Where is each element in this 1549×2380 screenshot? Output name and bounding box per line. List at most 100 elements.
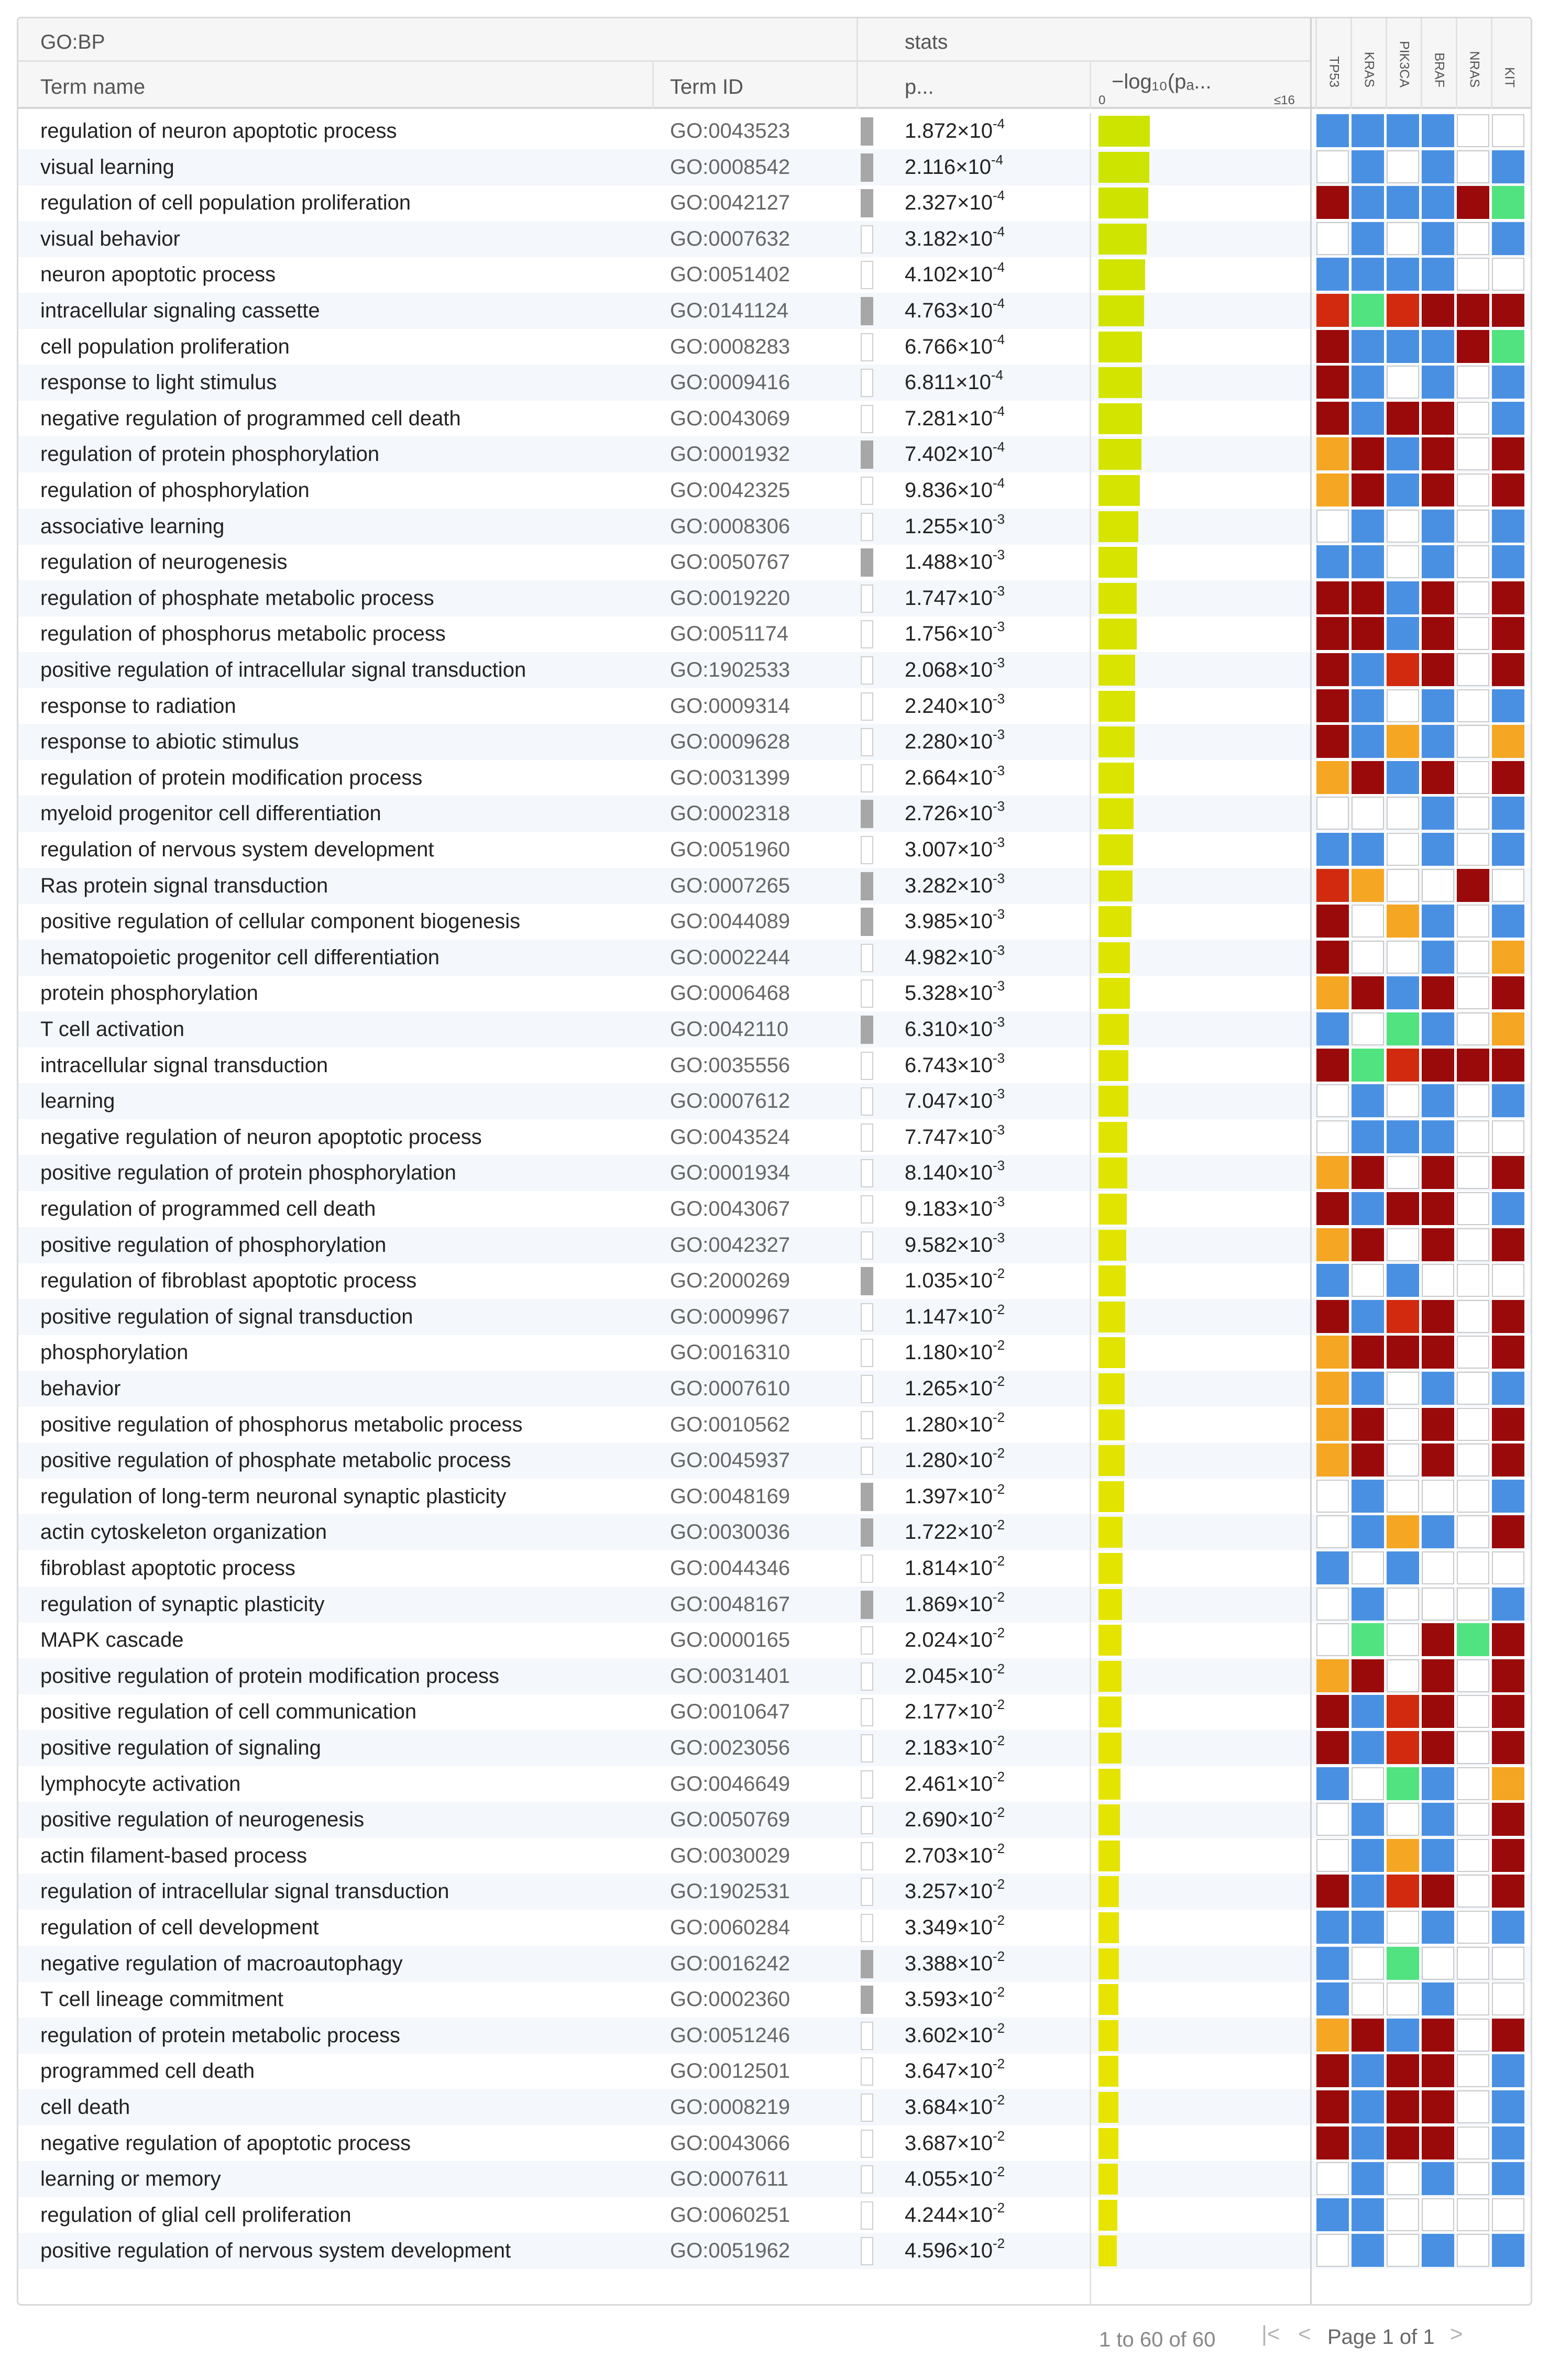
gene-hit-cell-kit[interactable] <box>1492 2126 1524 2159</box>
gene-hit-cell-nras[interactable] <box>1457 1192 1489 1225</box>
term-id[interactable]: GO:0012501 <box>670 2059 790 2083</box>
gene-hit-cell-pik3ca[interactable] <box>1387 1299 1419 1333</box>
term-id[interactable]: GO:0044346 <box>670 1557 790 1580</box>
gene-hit-cell-nras[interactable] <box>1457 905 1489 938</box>
gene-hit-cell-kit[interactable] <box>1492 1551 1524 1584</box>
term-id[interactable]: GO:0060251 <box>670 2203 790 2227</box>
gene-hit-cell-kras[interactable] <box>1352 366 1384 399</box>
gene-hit-cell-pik3ca[interactable] <box>1387 1695 1419 1728</box>
term-name[interactable]: response to light stimulus <box>40 371 277 394</box>
gene-hit-cell-kras[interactable] <box>1352 2162 1384 2196</box>
gene-hit-cell-kit[interactable] <box>1492 1587 1524 1621</box>
gene-hit-cell-nras[interactable] <box>1457 545 1489 579</box>
gene-hit-cell-braf[interactable] <box>1422 1444 1454 1477</box>
gene-hit-cell-braf[interactable] <box>1422 1803 1454 1836</box>
gene-hit-cell-braf[interactable] <box>1422 222 1454 255</box>
gene-hit-cell-pik3ca[interactable] <box>1387 1156 1419 1189</box>
gene-hit-cell-tp53[interactable] <box>1316 1407 1349 1441</box>
gene-hit-cell-nras[interactable] <box>1457 1695 1489 1728</box>
table-row[interactable]: fibroblast apoptotic process GO:0044346 1.… <box>18 1550 1531 1586</box>
gene-hit-cell-kit[interactable] <box>1492 1120 1524 1153</box>
gene-hit-cell-tp53[interactable] <box>1316 1192 1349 1225</box>
table-row[interactable]: regulation of long-term neuronal synapti… <box>18 1479 1531 1515</box>
term-id[interactable]: GO:0002244 <box>670 945 790 969</box>
gene-hit-cell-pik3ca[interactable] <box>1387 2126 1419 2159</box>
gene-hit-cell-nras[interactable] <box>1457 366 1489 399</box>
term-name[interactable]: lymphocyte activation <box>40 1772 241 1795</box>
gene-hit-cell-kit[interactable] <box>1492 2162 1524 2196</box>
gene-hit-cell-pik3ca[interactable] <box>1387 1731 1419 1764</box>
gene-hit-cell-nras[interactable] <box>1457 1911 1489 1944</box>
gene-hit-cell-nras[interactable] <box>1457 150 1489 183</box>
gene-hit-cell-kras[interactable] <box>1352 1228 1384 1261</box>
gene-hit-cell-kras[interactable] <box>1352 1299 1384 1333</box>
term-name[interactable]: visual learning <box>40 155 174 179</box>
gene-hit-cell-nras[interactable] <box>1457 509 1489 543</box>
term-id[interactable]: GO:0007632 <box>670 227 790 250</box>
gene-hit-cell-pik3ca[interactable] <box>1387 653 1419 686</box>
gene-hit-cell-kit[interactable] <box>1492 114 1524 147</box>
term-name[interactable]: regulation of protein metabolic process <box>40 2023 401 2047</box>
gene-hit-cell-pik3ca[interactable] <box>1387 2054 1419 2088</box>
gene-hit-cell-braf[interactable] <box>1422 1336 1454 1369</box>
term-name[interactable]: actin filament-based process <box>40 1844 307 1867</box>
gene-hit-cell-tp53[interactable] <box>1316 222 1349 255</box>
gene-hit-cell-kit[interactable] <box>1492 581 1524 614</box>
term-id[interactable]: GO:0042110 <box>670 1018 789 1041</box>
gene-hit-cell-braf[interactable] <box>1422 1120 1454 1153</box>
gene-hit-cell-nras[interactable] <box>1457 1982 1489 2016</box>
term-name[interactable]: learning or memory <box>40 2167 221 2191</box>
gene-hit-cell-braf[interactable] <box>1422 1299 1454 1333</box>
term-name[interactable]: positive regulation of phosphate metabol… <box>40 1449 511 1472</box>
gene-hit-cell-tp53[interactable] <box>1316 2018 1349 2052</box>
gene-hit-cell-kras[interactable] <box>1352 1156 1384 1189</box>
term-name[interactable]: regulation of synaptic plasticity <box>40 1592 325 1616</box>
term-name[interactable]: regulation of cell development <box>40 1916 319 1939</box>
gene-hit-cell-braf[interactable] <box>1422 2234 1454 2267</box>
gene-hit-cell-kit[interactable] <box>1492 689 1524 722</box>
col-header-p-value[interactable]: p... <box>856 62 1090 109</box>
gene-hit-cell-tp53[interactable] <box>1316 401 1349 435</box>
gene-hit-cell-tp53[interactable] <box>1316 581 1349 614</box>
gene-hit-cell-tp53[interactable] <box>1316 1479 1349 1513</box>
gene-hit-cell-kras[interactable] <box>1352 2054 1384 2088</box>
gene-hit-cell-nras[interactable] <box>1457 1012 1489 1045</box>
gene-hit-cell-tp53[interactable] <box>1316 329 1349 363</box>
gene-hit-cell-tp53[interactable] <box>1316 2234 1349 2267</box>
table-row[interactable]: positive regulation of nervous system de… <box>18 2233 1531 2269</box>
term-id[interactable]: GO:0009314 <box>670 694 790 718</box>
gene-hit-cell-pik3ca[interactable] <box>1387 1264 1419 1297</box>
table-row[interactable]: Ras protein signal transduction GO:000726… <box>18 867 1531 904</box>
gene-hit-cell-tp53[interactable] <box>1316 1551 1349 1584</box>
term-id[interactable]: GO:0030036 <box>670 1520 790 1544</box>
gene-hit-cell-kras[interactable] <box>1352 2126 1384 2159</box>
gene-hit-cell-pik3ca[interactable] <box>1387 401 1419 435</box>
term-id[interactable]: GO:0010562 <box>670 1413 790 1436</box>
gene-hit-cell-braf[interactable] <box>1422 833 1454 866</box>
term-name[interactable]: regulation of glial cell proliferation <box>40 2203 351 2227</box>
term-id[interactable]: GO:0002360 <box>670 1988 790 2011</box>
table-row[interactable]: hematopoietic progenitor cell differenti… <box>18 939 1531 976</box>
gene-hit-cell-tp53[interactable] <box>1316 761 1349 794</box>
gene-hit-cell-kras[interactable] <box>1352 1875 1384 1908</box>
gene-hit-cell-braf[interactable] <box>1422 1838 1454 1872</box>
gene-hit-cell-kit[interactable] <box>1492 1946 1524 1980</box>
gene-hit-cell-kras[interactable] <box>1352 2090 1384 2123</box>
gene-hit-cell-kit[interactable] <box>1492 1479 1524 1513</box>
gene-hit-cell-pik3ca[interactable] <box>1387 1084 1419 1118</box>
gene-hit-cell-braf[interactable] <box>1422 1623 1454 1657</box>
gene-hit-cell-kras[interactable] <box>1352 2234 1384 2267</box>
gene-hit-cell-braf[interactable] <box>1422 653 1454 686</box>
term-id[interactable]: GO:0050769 <box>670 1808 790 1832</box>
gene-hit-cell-pik3ca[interactable] <box>1387 905 1419 938</box>
gene-hit-cell-kit[interactable] <box>1492 366 1524 399</box>
gene-hit-cell-kit[interactable] <box>1492 797 1524 830</box>
gene-hit-cell-nras[interactable] <box>1457 1372 1489 1405</box>
gene-hit-cell-braf[interactable] <box>1422 150 1454 183</box>
term-id[interactable]: GO:1902531 <box>670 1880 790 1903</box>
gene-hit-cell-pik3ca[interactable] <box>1387 617 1419 651</box>
gene-hit-cell-braf[interactable] <box>1422 258 1454 291</box>
gene-hit-cell-tp53[interactable] <box>1316 1515 1349 1549</box>
term-id[interactable]: GO:0002318 <box>670 802 790 825</box>
term-name[interactable]: positive regulation of signal transducti… <box>40 1305 413 1328</box>
